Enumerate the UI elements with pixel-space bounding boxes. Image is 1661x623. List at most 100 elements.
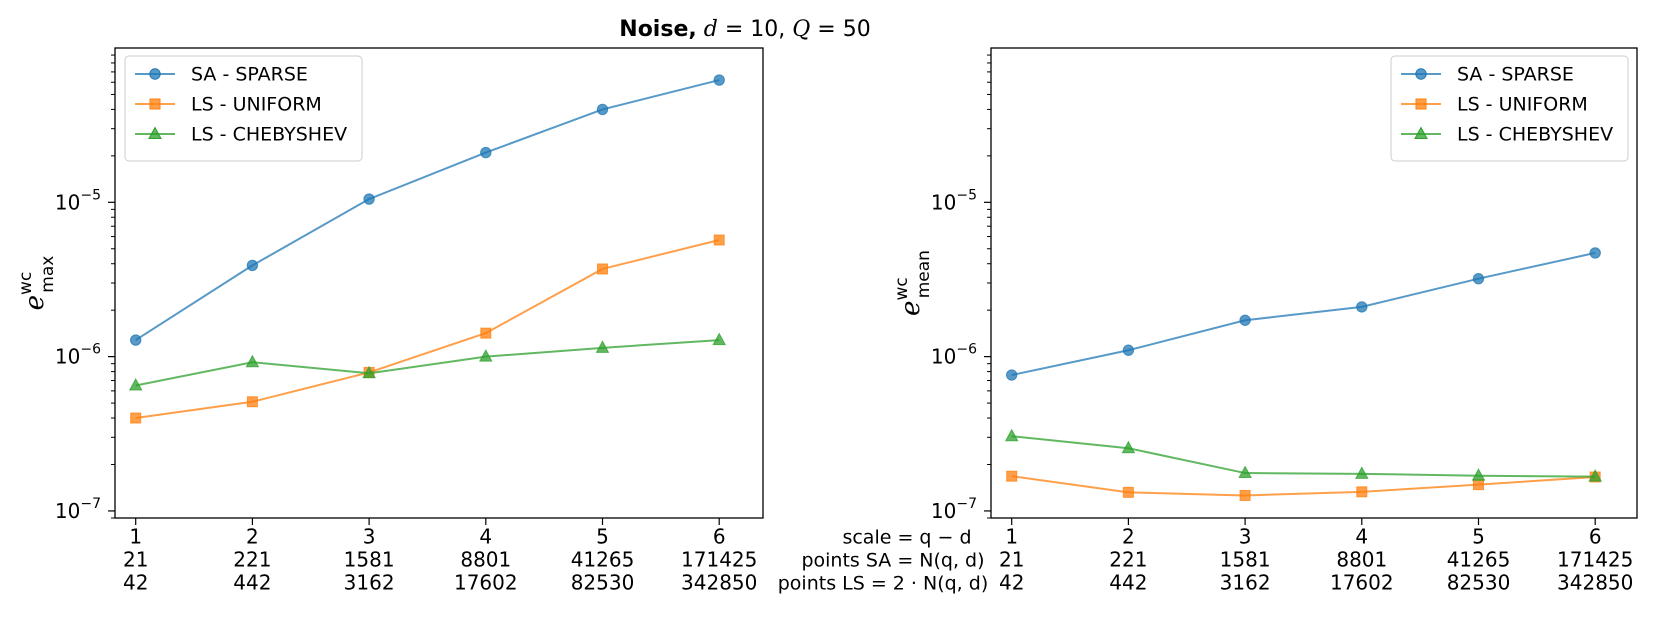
data-point-marker	[596, 103, 609, 116]
row-label-scale: scale = q − d	[842, 527, 971, 549]
x-tick-label-points-ls: 82530	[1447, 571, 1511, 595]
x-tick-label-scale: 3	[1239, 525, 1252, 549]
x-tick-label-points-ls: 3162	[344, 571, 395, 595]
legend-label: LS - CHEBYSHEV	[191, 124, 347, 146]
x-tick-label-points-sa: 171425	[1557, 548, 1633, 572]
data-point-marker	[480, 327, 492, 339]
data-point-marker	[1239, 314, 1251, 326]
x-tick-label-points-ls: 3162	[1220, 571, 1271, 595]
x-tick-label-scale: 6	[713, 525, 726, 549]
x-tick-label-points-sa: 171425	[681, 548, 757, 572]
y-tick-label: 10−5	[931, 187, 977, 214]
data-point-marker	[712, 332, 727, 346]
data-point-marker	[597, 263, 608, 275]
shared-x-row-labels: scale = q − d points SA = N(q, d) points…	[778, 527, 988, 595]
data-point-marker	[130, 412, 142, 424]
series-line	[1011, 251, 1596, 376]
data-point-marker	[128, 377, 143, 391]
data-point-marker	[1121, 440, 1136, 454]
y-axis-label: ewc mean	[892, 250, 934, 316]
x-tick-label-points-sa: 41265	[571, 548, 635, 572]
data-point-marker	[1004, 428, 1019, 442]
y-tick-label: 10−5	[55, 187, 101, 214]
legend-label: SA - SPARSE	[191, 64, 308, 86]
x-tick-label-points-ls: 442	[1109, 571, 1147, 595]
axes-frame	[114, 47, 764, 519]
data-point-marker	[246, 259, 259, 272]
data-point-marker	[1588, 469, 1603, 482]
y-axis-label: ewc max	[16, 256, 58, 311]
data-point-marker	[1471, 468, 1486, 481]
series-line	[135, 79, 720, 341]
data-point-marker	[1472, 272, 1485, 285]
legend-label: LS - CHEBYSHEV	[1457, 124, 1613, 146]
y-tick-label: 10−7	[55, 496, 101, 523]
x-tick-label-points-sa: 41265	[1447, 548, 1511, 572]
data-point-marker	[1006, 369, 1018, 381]
data-point-marker	[362, 365, 376, 379]
data-point-marker	[595, 340, 610, 353]
x-tick-label-points-ls: 17602	[1330, 571, 1394, 595]
x-tick-label-scale: 1	[1005, 525, 1018, 549]
x-tick-label-scale: 6	[1589, 525, 1602, 549]
series-line	[135, 339, 720, 387]
data-point-marker	[1122, 344, 1135, 356]
x-tick-label-points-sa: 8801	[460, 548, 511, 572]
data-point-marker	[480, 146, 492, 159]
data-point-marker	[1238, 465, 1252, 479]
data-point-marker	[363, 193, 375, 205]
series-sa-sparse	[1006, 247, 1601, 381]
legend-label: SA - SPARSE	[1457, 64, 1574, 86]
figure-title: Noise, d = 10, Q = 50	[619, 17, 870, 42]
y-tick-label: 10−6	[55, 342, 101, 369]
legend: SA - SPARSE LS - UNIFORM LS - CHEBYSHEV	[1390, 55, 1629, 162]
x-tick-label-points-sa: 221	[233, 548, 271, 572]
data-point-marker	[713, 234, 725, 246]
legend-marker	[148, 126, 162, 139]
data-point-marker	[478, 349, 493, 362]
x-tick-label-scale: 1	[129, 525, 142, 549]
x-tick-label-points-sa: 21	[999, 548, 1024, 572]
x-tick-label-points-ls: 82530	[571, 571, 635, 595]
x-tick-label-scale: 3	[363, 525, 376, 549]
x-tick-label-scale: 4	[1355, 525, 1368, 549]
x-tick-label-points-ls: 342850	[681, 571, 757, 595]
x-tick-label-points-ls: 42	[999, 571, 1024, 595]
data-point-marker	[1354, 466, 1369, 479]
series-sa-sparse	[130, 74, 725, 346]
legend-label: LS - UNIFORM	[1457, 94, 1588, 116]
axes-frame	[990, 47, 1638, 519]
x-tick-label-points-sa: 21	[123, 548, 148, 572]
legend-box	[124, 55, 363, 162]
data-point-marker	[1473, 479, 1484, 491]
x-tick-label-points-ls: 42	[123, 571, 148, 595]
data-point-marker	[1589, 247, 1601, 259]
data-point-marker	[1006, 470, 1018, 482]
legend-marker	[1415, 98, 1427, 110]
series-ls-chebyshev	[1004, 428, 1603, 482]
series-ls-chebyshev	[128, 332, 727, 391]
row-label-points-sa: points SA = N(q, d)	[801, 550, 984, 572]
data-point-marker	[130, 334, 142, 346]
legend-marker	[149, 68, 161, 80]
series-line	[1011, 435, 1596, 478]
x-tick-label-points-sa: 1581	[344, 548, 395, 572]
series-line	[1011, 475, 1596, 497]
data-point-marker	[245, 354, 260, 368]
legend-marker	[1414, 126, 1428, 139]
y-tick-label: 10−6	[931, 342, 977, 369]
row-label-points-ls: points LS = 2 · N(q, d)	[778, 573, 988, 595]
svg-text:Noise, d = 10, Q = 50: Noise, d = 10, Q = 50	[619, 17, 870, 42]
x-tick-label-points-sa: 8801	[1336, 548, 1387, 572]
data-point-marker	[1356, 301, 1368, 313]
series-ls-uniform	[1006, 470, 1601, 501]
x-tick-label-points-ls: 17602	[454, 571, 518, 595]
data-point-marker	[1239, 489, 1251, 501]
series-ls-uniform	[130, 234, 725, 424]
data-point-marker	[1356, 486, 1368, 498]
legend-box	[1390, 55, 1629, 162]
x-tick-label-points-sa: 1581	[1220, 548, 1271, 572]
legend-marker	[1415, 68, 1427, 80]
